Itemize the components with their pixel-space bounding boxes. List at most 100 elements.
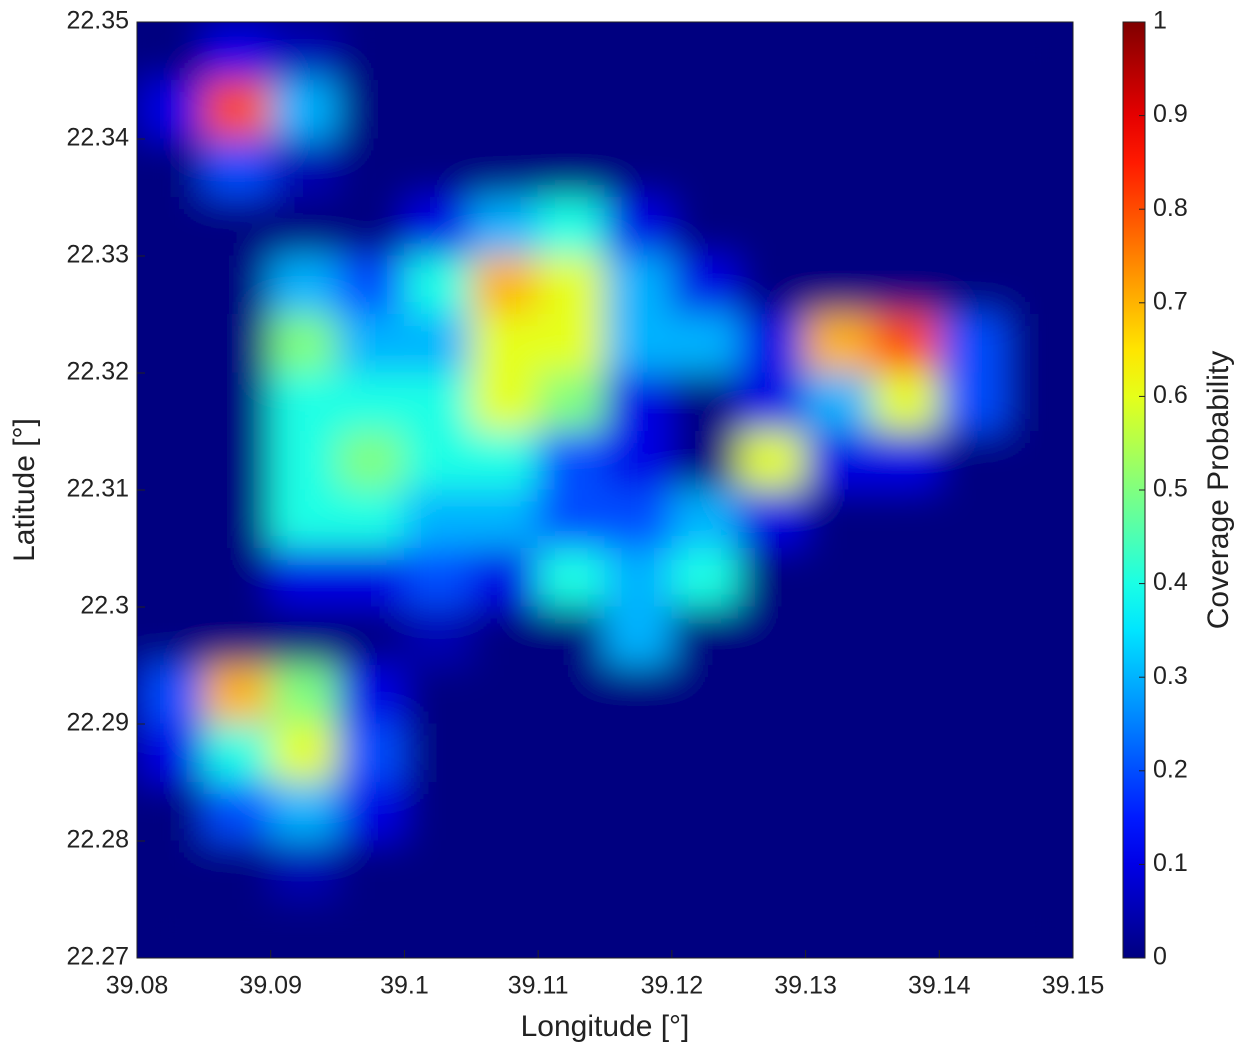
heatmap-cell	[137, 899, 205, 958]
heatmap-cell	[337, 606, 405, 666]
heatmap-cell	[270, 372, 339, 432]
heatmap-cell	[337, 314, 405, 374]
colorbar-tick-label: 1	[1153, 7, 1167, 35]
heatmap-cell	[805, 606, 873, 666]
heatmap-cell	[871, 314, 940, 374]
heatmap-cell	[537, 782, 606, 842]
colorbar-tick-label: 0.3	[1153, 662, 1188, 690]
heatmap-cell	[337, 548, 405, 608]
y-axis-label: Latitude [°]	[8, 418, 41, 562]
x-tick-label: 39.09	[239, 972, 302, 1000]
x-tick-label: 39.1	[380, 972, 429, 1000]
heatmap-cell	[337, 372, 405, 432]
heatmap-cell	[403, 723, 472, 783]
heatmap-cell	[805, 138, 873, 198]
heatmap-cell	[537, 138, 606, 198]
y-tick-label: 22.34	[66, 124, 129, 152]
heatmap-cell	[403, 606, 472, 666]
heatmap-cell	[537, 899, 606, 958]
heatmap-cell	[203, 431, 272, 491]
heatmap	[137, 22, 1073, 958]
heatmap-cell	[938, 665, 1007, 725]
heatmap-cell	[738, 255, 807, 315]
heatmap-cell	[871, 255, 940, 315]
heatmap-cell	[938, 22, 1007, 81]
colorbar-tick-label: 0.8	[1153, 194, 1188, 222]
heatmap-cell	[470, 899, 539, 958]
heatmap-cell	[738, 723, 807, 783]
heatmap-cell	[805, 899, 873, 958]
heatmap-cell	[871, 606, 940, 666]
heatmap-cell	[938, 899, 1007, 958]
heatmap-cell	[1005, 782, 1073, 842]
heatmap-cell	[337, 840, 405, 900]
heatmap-cell	[337, 197, 405, 257]
heatmap-cell	[604, 665, 673, 725]
heatmap-cell	[470, 665, 539, 725]
heatmap-cell	[203, 138, 272, 198]
heatmap-cell	[337, 899, 405, 958]
heatmap-cell	[337, 22, 405, 81]
heatmap-cell	[1005, 899, 1073, 958]
heatmap-cell	[738, 138, 807, 198]
heatmap-cell	[470, 138, 539, 198]
heatmap-cell	[470, 314, 539, 374]
heatmap-cell	[403, 840, 472, 900]
heatmap-cell	[203, 899, 272, 958]
heatmap-cell	[1005, 665, 1073, 725]
heatmap-cell	[671, 431, 740, 491]
heatmap-cell	[671, 665, 740, 725]
heatmap-cell	[137, 255, 205, 315]
heatmap-cell	[1005, 138, 1073, 198]
heatmap-cell	[270, 489, 339, 549]
heatmap-cell	[137, 80, 205, 140]
heatmap-cell	[738, 665, 807, 725]
heatmap-cell	[805, 255, 873, 315]
heatmap-cell	[1005, 489, 1073, 549]
heatmap-cell	[137, 723, 205, 783]
heatmap-cell	[403, 22, 472, 81]
heatmap-cell	[871, 372, 940, 432]
heatmap-cell	[403, 431, 472, 491]
heatmap-cell	[137, 665, 205, 725]
heatmap-cell	[270, 606, 339, 666]
heatmap-cell	[738, 606, 807, 666]
heatmap-cell	[470, 840, 539, 900]
heatmap-cell	[270, 314, 339, 374]
heatmap-cell	[805, 22, 873, 81]
y-tick-label: 22.29	[66, 709, 129, 737]
x-tick-label: 39.14	[908, 972, 971, 1000]
heatmap-cell	[871, 197, 940, 257]
heatmap-cell	[403, 899, 472, 958]
heatmap-cell	[1005, 255, 1073, 315]
heatmap-cell	[470, 22, 539, 81]
heatmap-cell	[470, 80, 539, 140]
heatmap-cell	[337, 138, 405, 198]
heatmap-cell	[671, 197, 740, 257]
x-tick-label: 39.13	[774, 972, 837, 1000]
heatmap-cell	[1005, 723, 1073, 783]
colorbar-tick-label: 0	[1153, 943, 1167, 971]
heatmap-cell	[938, 431, 1007, 491]
heatmap-cell	[403, 197, 472, 257]
y-tick-label: 22.27	[66, 943, 129, 971]
heatmap-cell	[537, 372, 606, 432]
heatmap-cell	[671, 548, 740, 608]
colorbar-tick-label: 0.4	[1153, 568, 1188, 596]
heatmap-cell	[537, 314, 606, 374]
heatmap-cell	[871, 899, 940, 958]
heatmap-cell	[871, 489, 940, 549]
colorbar-tick-label: 0.1	[1153, 849, 1188, 877]
heatmap-cell	[203, 840, 272, 900]
heatmap-cell	[203, 372, 272, 432]
heatmap-cell	[738, 548, 807, 608]
y-tick-label: 22.28	[66, 826, 129, 854]
y-tick-label: 22.3	[80, 592, 129, 620]
heatmap-cell	[537, 22, 606, 81]
heatmap-cell	[270, 840, 339, 900]
heatmap-cell	[203, 80, 272, 140]
heatmap-cell	[604, 782, 673, 842]
colorbar-tick-label: 0.5	[1153, 475, 1188, 503]
x-tick-label: 39.11	[508, 972, 569, 1000]
